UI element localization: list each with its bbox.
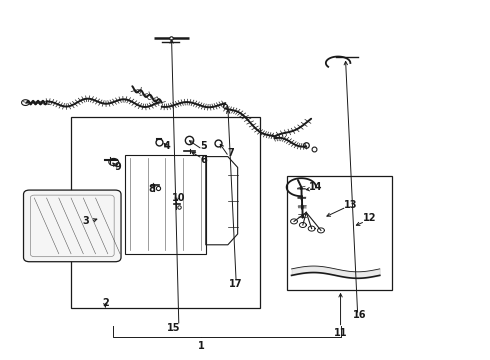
- Text: 13: 13: [343, 200, 357, 210]
- Text: 11: 11: [334, 328, 347, 338]
- Text: 7: 7: [227, 148, 234, 158]
- Text: 9: 9: [114, 162, 121, 172]
- Text: 3: 3: [82, 216, 89, 226]
- Text: 5: 5: [200, 141, 207, 151]
- Text: 16: 16: [353, 310, 367, 320]
- Text: 4: 4: [163, 141, 170, 151]
- Bar: [71, 117, 260, 308]
- FancyBboxPatch shape: [24, 190, 121, 262]
- Text: 14: 14: [309, 182, 323, 192]
- Bar: [287, 176, 392, 290]
- Bar: [125, 155, 206, 254]
- Text: 6: 6: [200, 155, 207, 165]
- Text: 17: 17: [228, 279, 242, 289]
- Text: 10: 10: [172, 193, 186, 203]
- Text: 12: 12: [363, 213, 377, 223]
- Text: 1: 1: [197, 341, 204, 351]
- Text: 15: 15: [167, 323, 181, 333]
- Text: 8: 8: [148, 184, 155, 194]
- Text: 2: 2: [102, 298, 109, 308]
